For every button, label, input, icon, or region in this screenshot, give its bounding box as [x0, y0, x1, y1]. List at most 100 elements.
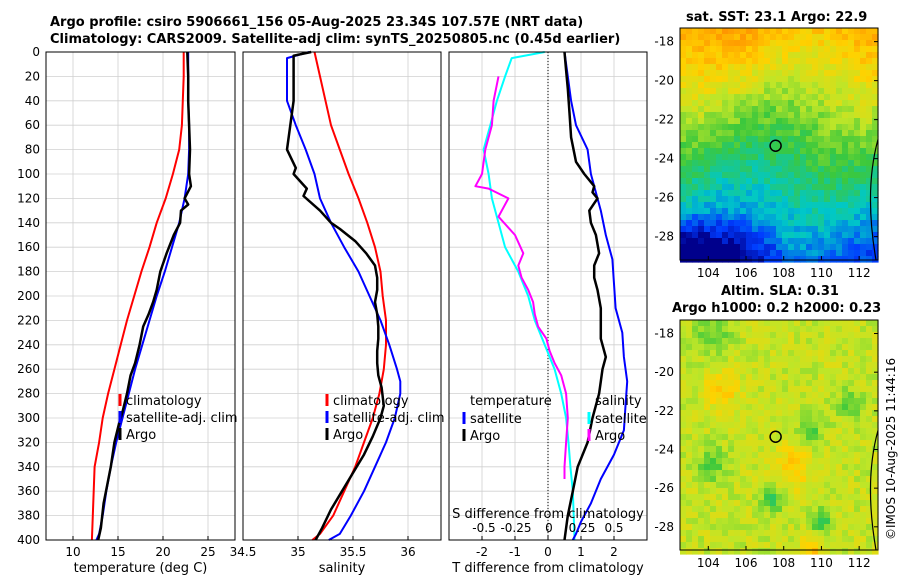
map-cell	[686, 404, 693, 411]
map-cell	[848, 76, 855, 83]
map-cell	[794, 542, 801, 549]
map-cell	[782, 422, 789, 429]
map-cell	[836, 130, 843, 137]
map-cell	[740, 208, 747, 215]
sst-map: 104 106 108 110 112-18-20-22-24-26-28	[654, 27, 879, 280]
map-cell	[740, 28, 747, 35]
map-cell	[848, 530, 855, 537]
map-cell	[788, 208, 795, 215]
map-cell	[854, 64, 861, 71]
map-cell	[818, 160, 825, 167]
map-cell	[698, 470, 705, 477]
map-cell	[764, 112, 771, 119]
map-cell	[794, 416, 801, 423]
map-cell	[860, 374, 867, 381]
map-cell	[746, 488, 753, 495]
map-cell	[734, 476, 741, 483]
map-cell	[800, 452, 807, 459]
map-cell	[830, 386, 837, 393]
map-cell	[710, 58, 717, 65]
map-cell	[788, 82, 795, 89]
map-cell	[872, 208, 879, 215]
map-cell	[722, 452, 729, 459]
map-cell	[794, 148, 801, 155]
map-cell	[746, 214, 753, 221]
map-cell	[818, 494, 825, 501]
map-cell	[806, 88, 813, 95]
map-cell	[704, 488, 711, 495]
title-line-2: Climatology: CARS2009. Satellite-adj cli…	[50, 32, 621, 47]
map-cell	[800, 190, 807, 197]
map-cell	[764, 82, 771, 89]
map-cell	[854, 422, 861, 429]
map-cell	[722, 548, 729, 555]
map-cell	[722, 154, 729, 161]
map-y-tick-label: -18	[654, 327, 674, 341]
map-cell	[866, 190, 873, 197]
map-cell	[686, 40, 693, 47]
map-cell	[740, 518, 747, 525]
map-cell	[818, 172, 825, 179]
map-cell	[836, 428, 843, 435]
map-cell	[698, 220, 705, 227]
map-cell	[722, 362, 729, 369]
map-cell	[770, 208, 777, 215]
map-cell	[866, 380, 873, 387]
map-cell	[680, 226, 687, 233]
map-cell	[692, 380, 699, 387]
map-cell	[824, 256, 831, 263]
map-cell	[746, 94, 753, 101]
map-cell	[818, 130, 825, 137]
map-cell	[842, 500, 849, 507]
map-cell	[746, 512, 753, 519]
map-cell	[812, 142, 819, 149]
map-cell	[788, 470, 795, 477]
map-cell	[860, 404, 867, 411]
map-y-tick-label: -22	[654, 404, 674, 418]
map-cell	[824, 452, 831, 459]
map-cell	[728, 256, 735, 263]
map-cell	[842, 440, 849, 447]
map-cell	[794, 238, 801, 245]
map-cell	[734, 344, 741, 351]
map-cell	[710, 362, 717, 369]
map-cell	[782, 548, 789, 555]
map-cell	[788, 350, 795, 357]
map-cell	[686, 112, 693, 119]
map-cell	[776, 244, 783, 251]
map-cell	[836, 332, 843, 339]
map-cell	[734, 548, 741, 555]
map-cell	[710, 530, 717, 537]
map-cell	[812, 332, 819, 339]
map-cell	[824, 470, 831, 477]
map-cell	[788, 88, 795, 95]
map-cell	[788, 196, 795, 203]
map-cell	[764, 452, 771, 459]
map-cell	[860, 500, 867, 507]
map-cell	[848, 428, 855, 435]
map-cell	[764, 148, 771, 155]
map-cell	[860, 208, 867, 215]
map-cell	[776, 178, 783, 185]
map-cell	[848, 202, 855, 209]
map-cell	[830, 40, 837, 47]
map-cell	[848, 422, 855, 429]
map-cell	[734, 386, 741, 393]
map-cell	[698, 238, 705, 245]
map-cell	[698, 446, 705, 453]
map-cell	[698, 404, 705, 411]
map-cell	[728, 172, 735, 179]
map-cell	[716, 172, 723, 179]
map-cell	[770, 154, 777, 161]
map-cell	[812, 70, 819, 77]
map-cell	[746, 124, 753, 131]
map-cell	[788, 416, 795, 423]
map-cell	[758, 410, 765, 417]
map-cell	[704, 220, 711, 227]
map-cell	[872, 344, 879, 351]
map-cell	[842, 244, 849, 251]
map-cell	[704, 46, 711, 53]
map-cell	[740, 416, 747, 423]
map-cell	[734, 124, 741, 131]
map-cell	[776, 100, 783, 107]
